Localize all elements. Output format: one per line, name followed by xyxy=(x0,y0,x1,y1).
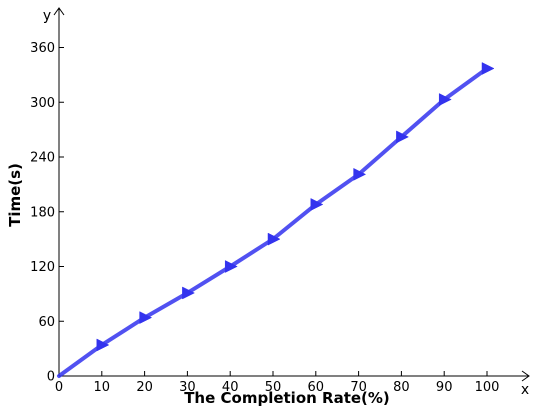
data-point-marker xyxy=(267,232,281,246)
x-axis-arrowhead xyxy=(521,370,530,382)
x-tick-label: 50 xyxy=(265,380,282,395)
y-axis-arrowhead xyxy=(53,7,65,16)
x-tick-label: 90 xyxy=(436,380,453,395)
y-axis-title: Time(s) xyxy=(6,163,24,227)
y-tick-label: 240 xyxy=(30,151,55,166)
y-tick-label: 180 xyxy=(30,205,55,220)
data-point-marker xyxy=(353,167,367,181)
y-tick-label: 60 xyxy=(38,315,55,330)
data-point-marker xyxy=(224,260,238,273)
series-line xyxy=(57,66,489,378)
y-tick-label: 120 xyxy=(30,260,55,275)
x-tick-label: 20 xyxy=(136,380,153,395)
x-tick-label: 0 xyxy=(55,380,63,395)
x-axis-letter: x xyxy=(521,382,529,398)
data-point-marker xyxy=(182,286,195,300)
y-tick-label: 0 xyxy=(47,370,55,385)
x-tick-label: 30 xyxy=(179,380,196,395)
data-point-marker xyxy=(96,338,110,352)
x-tick-label: 60 xyxy=(308,380,325,395)
series-group xyxy=(57,62,495,378)
x-axis-ticks: 0 10 20 30 40 50 60 70 80 90 100 xyxy=(55,371,500,395)
y-axis-ticks: 0 60 120 180 240 300 360 xyxy=(30,41,64,385)
x-axis-title: The Completion Rate(%) xyxy=(184,389,390,407)
data-point-marker xyxy=(139,311,153,325)
y-tick-label: 360 xyxy=(30,41,55,56)
data-point-marker xyxy=(396,130,409,144)
y-tick-label: 300 xyxy=(30,96,55,111)
x-tick-label: 80 xyxy=(393,380,410,395)
x-tick-label: 100 xyxy=(475,380,500,395)
data-point-marker xyxy=(481,62,495,75)
y-axis-letter: y xyxy=(43,8,51,24)
data-point-marker xyxy=(438,93,452,106)
data-point-marker xyxy=(310,198,324,211)
x-tick-label: 40 xyxy=(222,380,239,395)
x-tick-label: 70 xyxy=(350,380,367,395)
x-tick-label: 10 xyxy=(94,380,111,395)
